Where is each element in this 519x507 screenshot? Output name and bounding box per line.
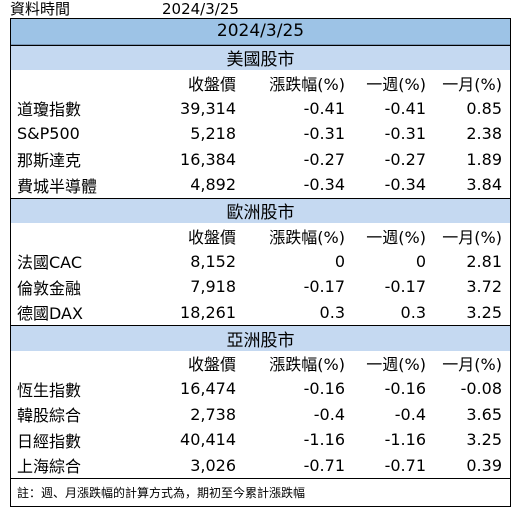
table-cell: 2,738	[190, 404, 236, 424]
data-time-label: 資料時間	[10, 0, 71, 18]
table-cell: -0.16	[384, 379, 426, 399]
table-cell: 39,314	[180, 98, 236, 118]
table-cell: -0.27	[303, 149, 345, 169]
index-name: 道瓊指數	[17, 100, 82, 120]
column-header-row: 收盤價 漲跌幅(%) 一週(%) 一月(%)	[11, 223, 510, 249]
table-cell: 0.3	[400, 302, 426, 322]
index-name: 那斯達克	[17, 151, 82, 171]
table-cell: -0.4	[394, 404, 426, 424]
table-row: 費城半導體 4,892 -0.34 -0.34 3.84	[11, 172, 510, 198]
table-cell: -0.27	[384, 149, 426, 169]
table-cell: -0.41	[384, 98, 426, 118]
column-header: 一週(%)	[366, 227, 426, 247]
table-cell: -1.16	[303, 430, 345, 450]
table-row: 恆生指數 16,474 -0.16 -0.16 -0.08	[11, 376, 510, 402]
table-cell: -0.41	[303, 98, 345, 118]
table-cell: 3,026	[190, 455, 236, 475]
table-cell: 0.39	[466, 455, 502, 475]
region-header: 美國股市	[11, 44, 510, 70]
table-cell: -0.08	[460, 379, 502, 399]
column-header: 漲跌幅(%)	[269, 355, 345, 375]
table-title: 2024/3/25	[11, 19, 510, 45]
table-row: 日經指數 40,414 -1.16 -1.16 3.25	[11, 427, 510, 453]
column-header-row: 收盤價 漲跌幅(%) 一週(%) 一月(%)	[11, 70, 510, 96]
table-cell: -0.31	[384, 124, 426, 144]
table-cell: -0.71	[303, 455, 345, 475]
table-cell: 1.89	[466, 149, 502, 169]
index-name: 倫敦金融	[17, 278, 82, 298]
column-header: 一週(%)	[366, 355, 426, 375]
table-cell: 0.3	[319, 302, 345, 322]
table-cell: 16,384	[180, 149, 236, 169]
table-cell: 0	[334, 251, 345, 271]
index-name: 恆生指數	[17, 380, 82, 400]
table-cell: -1.16	[384, 430, 426, 450]
table-cell: 7,918	[190, 277, 236, 297]
table-cell: -0.16	[303, 379, 345, 399]
table-cell: 3.25	[466, 430, 502, 450]
table-cell: 3.65	[466, 404, 502, 424]
column-header-row: 收盤價 漲跌幅(%) 一週(%) 一月(%)	[11, 351, 510, 377]
table-cell: -0.17	[384, 277, 426, 297]
table-cell: 18,261	[180, 302, 236, 322]
table-row: 那斯達克 16,384 -0.27 -0.27 1.89	[11, 147, 510, 173]
column-header: 一月(%)	[442, 227, 502, 247]
table-cell: -0.34	[303, 175, 345, 195]
market-table: 2024/3/25 美國股市 收盤價 漲跌幅(%) 一週(%) 一月(%) 道瓊指數 39,…	[10, 18, 511, 507]
table-row: 上海綜合 3,026 -0.71 -0.71 0.39	[11, 453, 510, 479]
index-name: 上海綜合	[17, 457, 82, 477]
column-header: 漲跌幅(%)	[269, 227, 345, 247]
table-cell: -0.17	[303, 277, 345, 297]
data-time: 資料時間 2024/3/25	[10, 0, 510, 18]
table-cell: 16,474	[180, 379, 236, 399]
table-cell: -0.4	[313, 404, 345, 424]
index-name: 法國CAC	[17, 253, 83, 273]
table-cell: 3.84	[466, 175, 502, 195]
table-cell: -0.34	[384, 175, 426, 195]
table-cell: -0.31	[303, 124, 345, 144]
table-row: 倫敦金融 7,918 -0.17 -0.17 3.72	[11, 274, 510, 300]
table-cell: 2.38	[466, 124, 502, 144]
data-time-value: 2024/3/25	[162, 0, 239, 18]
table-cell: 4,892	[190, 175, 236, 195]
index-name: 費城半導體	[17, 176, 98, 196]
column-header: 收盤價	[187, 74, 236, 94]
table-cell: -0.71	[384, 455, 426, 475]
table-cell: 5,218	[190, 124, 236, 144]
region-header: 亞洲股市	[11, 325, 510, 351]
table-row: 道瓊指數 39,314 -0.41 -0.41 0.85	[11, 96, 510, 122]
column-header: 漲跌幅(%)	[269, 74, 345, 94]
column-header: 收盤價	[187, 227, 236, 247]
regions-container: 美國股市 收盤價 漲跌幅(%) 一週(%) 一月(%) 道瓊指數 39,314 -0.41 -0…	[11, 44, 510, 479]
column-header: 一月(%)	[442, 74, 502, 94]
region-header: 歐洲股市	[11, 197, 510, 223]
table-cell: 3.25	[466, 302, 502, 322]
index-name: 日經指數	[17, 431, 82, 451]
index-name: 韓股綜合	[17, 406, 82, 426]
column-header: 一月(%)	[442, 355, 502, 375]
table-row: 法國CAC 8,152 0 0 2.81	[11, 249, 510, 275]
footnote: 註：週、月漲跌幅的計算方式為，期初至今累計漲跌幅	[11, 478, 510, 506]
table-cell: 40,414	[180, 430, 236, 450]
table-row: S&P500 5,218 -0.31 -0.31 2.38	[11, 121, 510, 147]
table-row: 韓股綜合 2,738 -0.4 -0.4 3.65	[11, 402, 510, 428]
table-cell: 8,152	[190, 251, 236, 271]
table-cell: 0	[415, 251, 426, 271]
column-header: 收盤價	[187, 355, 236, 375]
table-cell: 0.85	[466, 98, 502, 118]
column-header: 一週(%)	[366, 74, 426, 94]
index-name: 德國DAX	[17, 304, 83, 324]
index-name: S&P500	[17, 124, 80, 144]
table-cell: 2.81	[466, 251, 502, 271]
table-cell: 3.72	[466, 277, 502, 297]
table-row: 德國DAX 18,261 0.3 0.3 3.25	[11, 300, 510, 326]
